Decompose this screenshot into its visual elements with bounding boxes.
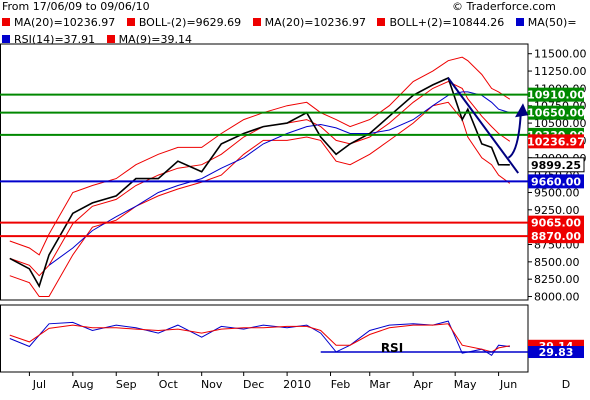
rsi-value-label: 29.83: [539, 346, 574, 359]
price-label: 9899.25: [531, 159, 581, 172]
legend-row-1: MA(20)=10236.97 BOLL-(2)=9629.69 MA(20)=…: [2, 16, 577, 29]
y-tick-label: 8250.00: [534, 273, 580, 286]
downtrend-line: [447, 77, 520, 174]
x-tick-label: 2010: [283, 378, 311, 391]
x-tick-label: Oct: [159, 378, 179, 391]
y-tick-label: 11500.00: [534, 48, 587, 61]
level-label-box: [528, 105, 584, 120]
level-label: 8870.00: [531, 230, 581, 243]
level-label-box: [528, 174, 584, 189]
price-label-box: [527, 157, 585, 173]
x-tick-label: Mar: [369, 378, 390, 391]
level-label: 9065.00: [531, 217, 581, 230]
level-label: 10910.00: [527, 89, 585, 102]
y-tick-label: 9250.00: [534, 204, 580, 217]
ma50-line: [48, 91, 510, 266]
rebound-arrow-head: [514, 103, 528, 118]
x-tick-label: May: [454, 378, 477, 391]
legend-item-ma20-b: MA(20)=10236.97: [252, 16, 366, 29]
ma20-line: [9, 80, 511, 277]
boll-upper-line: [9, 56, 511, 256]
x-tick-label: Aug: [72, 378, 93, 391]
legend-swatch-blue: [2, 35, 10, 43]
level-label: 9660.00: [531, 175, 581, 188]
x-tick-label: Feb: [331, 378, 350, 391]
legend-item-ma20: MA(20)=10236.97: [2, 16, 115, 29]
legend-swatch-red: [377, 18, 386, 26]
x-tick-label: Apr: [414, 378, 434, 391]
legend-item-ma9: MA(9)=39.14: [106, 33, 192, 46]
legend-swatch-red: [2, 18, 10, 26]
level-label-box: [528, 215, 584, 230]
x-tick-label: Jul: [32, 378, 46, 391]
x-tick-label: Nov: [201, 378, 223, 391]
legend-swatch-red: [252, 18, 261, 26]
x-tick-label: Sep: [116, 378, 137, 391]
level-label: 10650.00: [527, 107, 585, 120]
legend-row-2: RSI(14)=37.91 MA(9)=39.14: [2, 33, 192, 46]
rsi-line: [9, 320, 510, 356]
legend-item-rsi: RSI(14)=37.91: [2, 33, 95, 46]
y-tick-label: 8000.00: [534, 291, 580, 304]
price-label-box: [528, 134, 584, 149]
level-label-box: [528, 229, 584, 244]
rsi-value-box: [528, 346, 584, 359]
date-range: From 17/06/09 to 09/06/10: [2, 0, 150, 13]
price-line: [9, 76, 510, 289]
level-label-box: [528, 87, 584, 102]
y-tick-label: 10500.00: [534, 117, 587, 130]
x-tick-label: Jun: [499, 378, 517, 391]
legend-item-boll-upper: BOLL+(2)=10844.26: [377, 16, 504, 29]
y-tick-label: 8500.00: [534, 256, 580, 269]
copyright-text: © Traderforce.com: [452, 0, 556, 13]
price-label: 10236.97: [527, 135, 585, 148]
y-tick-label: 9500.00: [534, 186, 580, 199]
x-tick-label: Dec: [243, 378, 264, 391]
rsi-title: RSI: [381, 341, 403, 355]
legend-item-boll-lower: BOLL-(2)=9629.69: [126, 16, 241, 29]
legend-swatch-blue: [515, 18, 524, 26]
rsi-panel-frame: [0, 304, 529, 373]
legend-item-ma50: MA(50)=: [515, 16, 577, 29]
boll-lower-line: [9, 101, 511, 297]
y-tick-label: 11250.00: [534, 65, 587, 78]
rsi-ma9-line: [9, 323, 510, 353]
x-tick-label: D: [562, 378, 570, 391]
legend-swatch-red: [126, 18, 135, 26]
legend-swatch-red: [106, 35, 115, 43]
